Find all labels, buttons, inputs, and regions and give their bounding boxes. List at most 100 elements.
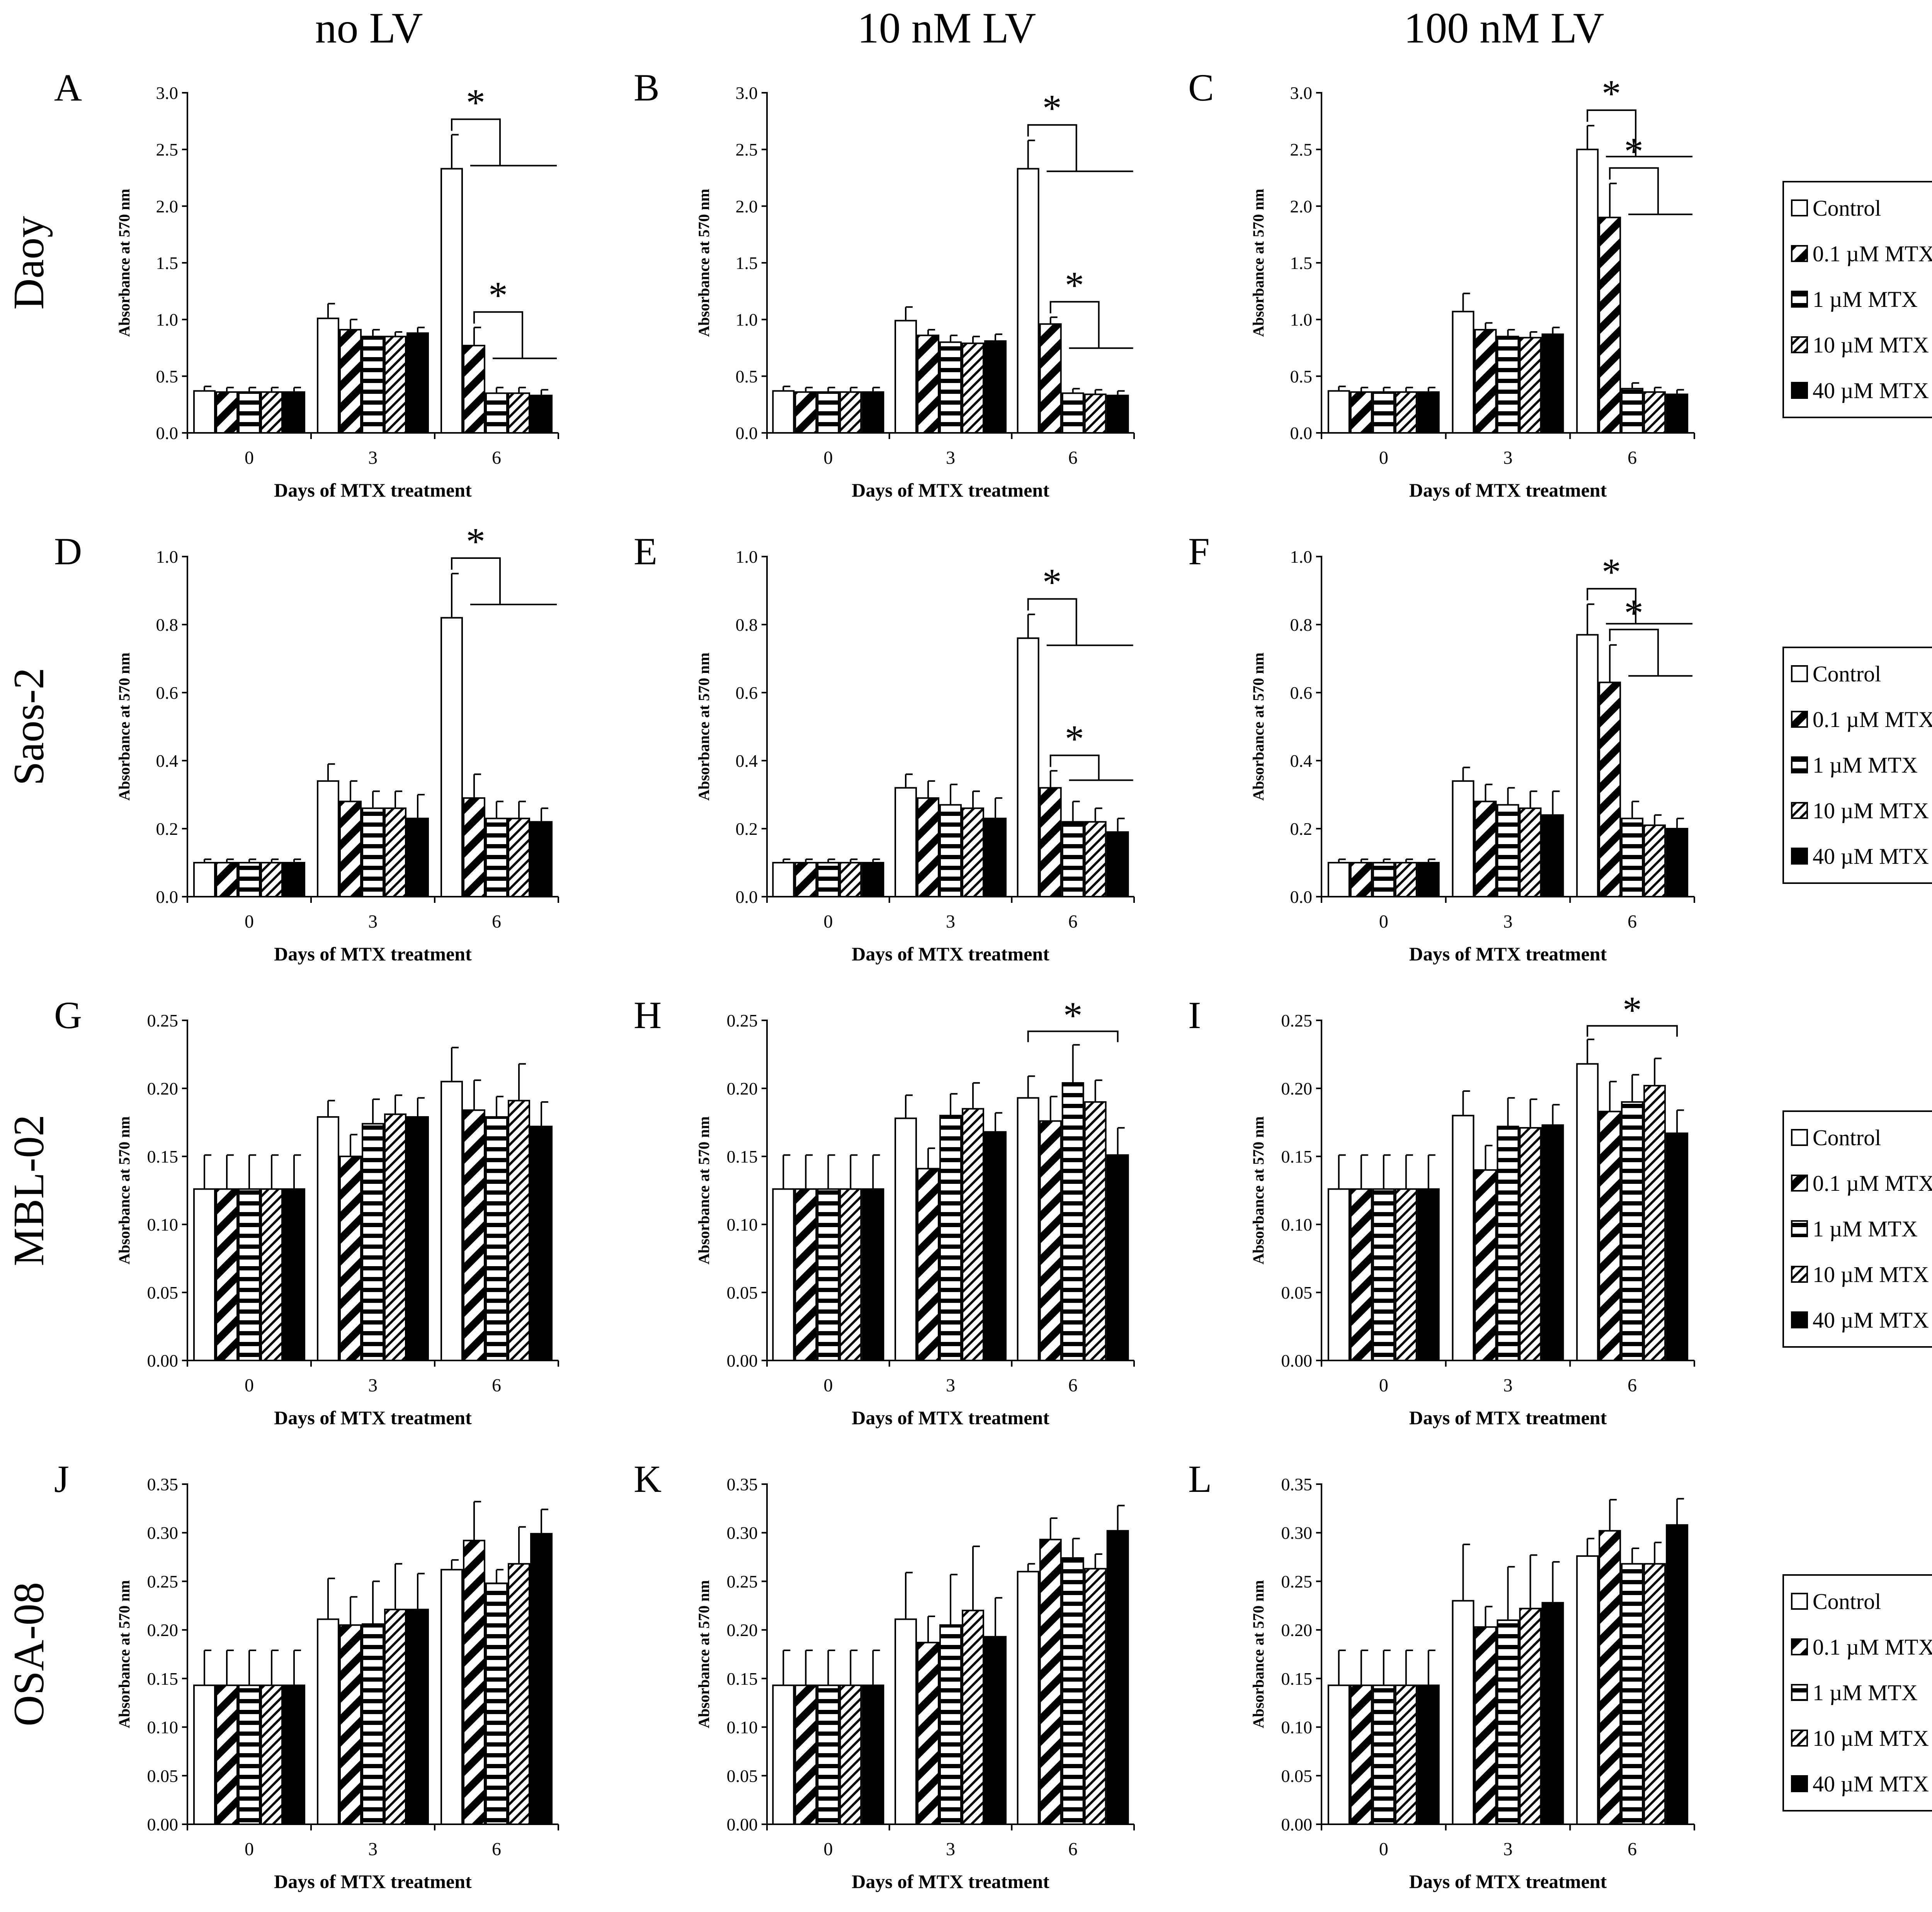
bar <box>339 1156 362 1361</box>
bar <box>1541 1602 1564 1825</box>
bar <box>817 1188 840 1361</box>
significance-bracket <box>1609 628 1659 676</box>
panel-l: L 0.00 0.05 0.10 0.15 0.20 0.25 0.30 0.35 Absorba… <box>1188 1457 1695 1892</box>
bar <box>440 617 463 897</box>
bar <box>485 817 508 898</box>
bar <box>216 1684 238 1825</box>
significance-bracket <box>1587 109 1637 157</box>
x-tick-label: 3 <box>368 448 378 468</box>
legend-label: Control <box>1813 1589 1881 1614</box>
bar <box>508 392 530 434</box>
x-axis-label: Days of MTX treatment <box>852 479 1049 501</box>
bar <box>362 807 384 897</box>
y-tick-label: 0.00 <box>1281 1815 1313 1834</box>
legend-swatch <box>1791 382 1808 399</box>
bar <box>984 817 1007 898</box>
bar <box>406 332 429 434</box>
y-axis-label: Absorbance at 570 nm <box>116 189 133 337</box>
significance-star: * <box>1602 72 1621 115</box>
legend-box <box>1782 647 1932 884</box>
panel-c: C 0.0 0.5 1.0 1.5 2.0 2.5 3.0 Absorbance at 570 … <box>1188 66 1695 501</box>
bar <box>260 1684 283 1825</box>
bar <box>1474 329 1497 434</box>
y-tick-label: 0.0 <box>736 887 758 907</box>
y-tick-label: 0.10 <box>147 1718 179 1737</box>
bar <box>1061 821 1084 897</box>
legend-label: 40 µM MTX <box>1813 1771 1929 1796</box>
x-axis-label: Days of MTX treatment <box>852 1407 1049 1428</box>
y-tick-label: 0.0 <box>1290 887 1313 907</box>
significance-star: * <box>1043 87 1062 129</box>
significance-star: * <box>466 81 485 124</box>
bar <box>1599 1110 1621 1362</box>
y-tick-label: 3.0 <box>156 83 179 103</box>
bar <box>1084 1101 1107 1361</box>
x-tick-label: 6 <box>1628 1375 1637 1396</box>
significance-star: * <box>1065 717 1084 760</box>
bar <box>530 821 553 897</box>
bar <box>238 1684 260 1825</box>
panels: A 0.0 0.5 1.0 1.5 2.0 2.5 3.0 Absorbance at 570 … <box>54 66 1695 1892</box>
y-tick-label: 0.15 <box>147 1147 179 1166</box>
legend-label: 40 µM MTX <box>1813 844 1929 869</box>
x-axis-label: Days of MTX treatment <box>852 943 1049 965</box>
bar <box>260 1188 283 1361</box>
y-tick-label: 1.5 <box>156 253 179 273</box>
y-tick-label: 0.8 <box>736 615 758 635</box>
bar <box>216 862 238 897</box>
bar <box>1643 1563 1666 1825</box>
bar <box>384 1609 406 1825</box>
bar <box>1474 1626 1497 1825</box>
legend-label: 40 µM MTX <box>1813 378 1929 403</box>
bar <box>406 1609 429 1825</box>
significance-bracket <box>1027 598 1077 645</box>
bar <box>895 1618 917 1825</box>
panel-h: H 0.00 0.05 0.10 0.15 0.20 0.25 Absorbance at 5… <box>634 994 1135 1428</box>
bar <box>839 1188 862 1361</box>
legend-swatch <box>1791 1593 1808 1610</box>
significance-bracket <box>451 557 501 604</box>
bar <box>1395 1188 1417 1361</box>
bar <box>1350 1188 1372 1361</box>
bar <box>962 342 984 434</box>
y-tick-label: 0.8 <box>1290 615 1313 635</box>
bar <box>1039 787 1062 898</box>
x-tick-label: 0 <box>245 1375 254 1396</box>
bar <box>839 862 862 897</box>
y-tick-label: 0.8 <box>156 615 179 635</box>
bar <box>1621 1101 1644 1361</box>
y-axis-label: Absorbance at 570 nm <box>1250 652 1267 800</box>
y-tick-label: 0.05 <box>147 1766 179 1786</box>
bar <box>1452 1115 1475 1361</box>
significance-bracket <box>1049 754 1100 780</box>
bar <box>862 862 884 897</box>
bar <box>1350 391 1372 434</box>
significance-bracket <box>1027 1030 1119 1042</box>
bar <box>1452 311 1475 434</box>
bar <box>1017 637 1039 897</box>
y-tick-label: 0.25 <box>727 1011 758 1030</box>
legend-label: 10 µM MTX <box>1813 332 1929 358</box>
legend-swatch <box>1791 1638 1808 1655</box>
x-tick-label: 3 <box>368 911 378 932</box>
x-tick-label: 6 <box>492 1375 501 1396</box>
y-tick-label: 0.05 <box>727 1766 758 1786</box>
bar <box>317 1618 339 1825</box>
y-tick-label: 0.25 <box>147 1571 179 1591</box>
significance-bracket <box>1027 124 1077 172</box>
bar <box>1541 1124 1564 1362</box>
panel-letter: G <box>54 994 82 1037</box>
bar <box>862 391 884 434</box>
bar <box>1621 1563 1644 1825</box>
y-tick-label: 2.5 <box>736 140 758 160</box>
significance-bracket <box>451 118 501 166</box>
bar <box>485 1582 508 1825</box>
y-tick-label: 1.0 <box>156 547 179 567</box>
bar <box>1417 1684 1440 1825</box>
bar <box>1106 831 1129 898</box>
column-title: 100 nM LV <box>1404 4 1604 52</box>
bar <box>1084 1568 1107 1825</box>
x-tick-label: 0 <box>823 1839 833 1859</box>
legend-swatch <box>1791 1175 1808 1192</box>
bar <box>895 1117 917 1361</box>
